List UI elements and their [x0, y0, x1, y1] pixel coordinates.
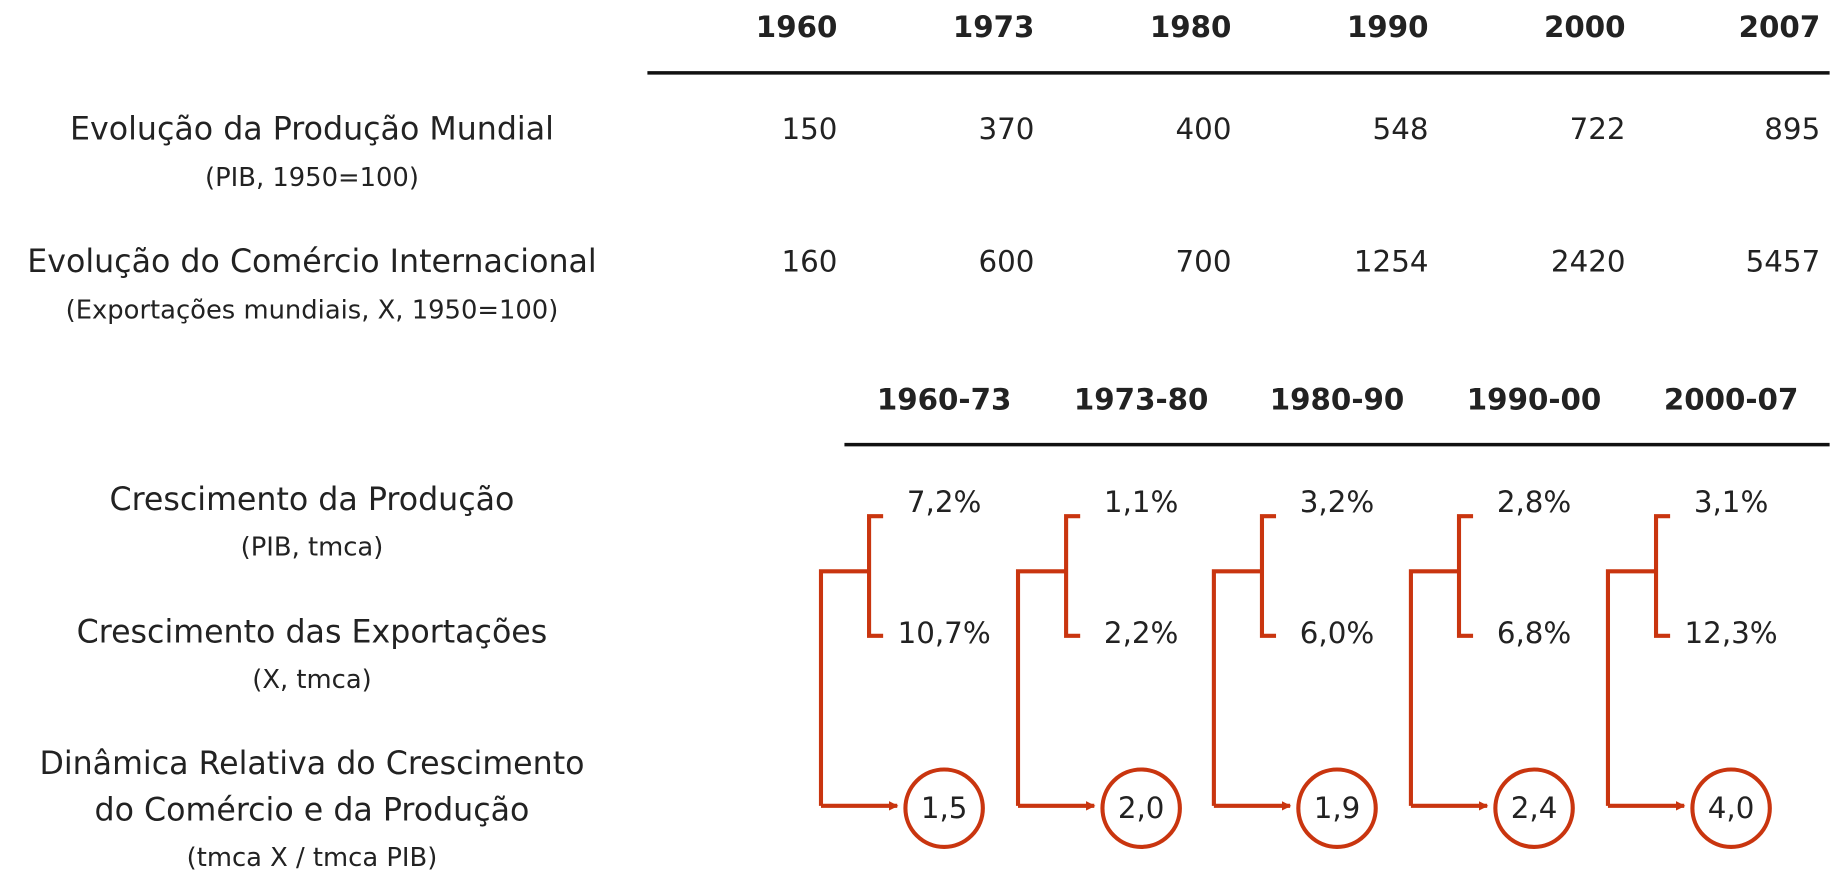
column-header: 2000-07 — [1664, 383, 1799, 417]
column-header: 1980 — [1150, 10, 1232, 44]
cell: 600 — [978, 244, 1034, 278]
cell: 400 — [1176, 112, 1232, 146]
cell: 895 — [1764, 112, 1820, 146]
cell: 160 — [781, 244, 837, 278]
row-label: Evolução da Produção Mundial — [70, 111, 554, 147]
cell: 2,8% — [1497, 485, 1571, 519]
ratio-circle — [1100, 767, 1182, 849]
column-header: 2007 — [1739, 10, 1821, 44]
cell: 548 — [1373, 112, 1429, 146]
bracket — [1211, 514, 1277, 806]
cell: 2,2% — [1104, 616, 1178, 650]
cell: 5457 — [1746, 244, 1821, 278]
column-header: 1973-80 — [1074, 383, 1209, 417]
bracket — [818, 514, 884, 806]
row-label: Evolução do Comércio Internacional — [27, 244, 597, 280]
bracket — [1408, 514, 1474, 806]
bracket — [1605, 514, 1671, 806]
row-sublabel: (X, tmca) — [252, 665, 371, 695]
column-header: 1980-90 — [1270, 383, 1405, 417]
cell: 6,8% — [1497, 616, 1571, 650]
column-header: 1990-00 — [1467, 383, 1602, 417]
column-header: 2000 — [1544, 10, 1626, 44]
cell: 3,1% — [1694, 485, 1768, 519]
bracket — [1015, 514, 1081, 806]
cell: 370 — [978, 112, 1034, 146]
cell: 722 — [1570, 112, 1626, 146]
cell: 3,2% — [1300, 485, 1374, 519]
ratio-value: 2,4 — [1511, 791, 1558, 825]
column-header: 1960-73 — [877, 383, 1012, 417]
cell: 1254 — [1354, 244, 1429, 278]
ratio-circle — [1296, 767, 1378, 849]
row-sublabel: (Exportações mundiais, X, 1950=100) — [66, 295, 559, 325]
cell: 150 — [781, 112, 837, 146]
row-label: do Comércio e da Produção — [95, 793, 530, 829]
cell: 7,2% — [907, 485, 981, 519]
ratio-circle — [1493, 767, 1575, 849]
cell: 10,7% — [898, 616, 991, 650]
cell: 2420 — [1551, 244, 1626, 278]
ratio-circle — [903, 767, 985, 849]
row-label: Dinâmica Relativa do Crescimento — [39, 746, 584, 782]
column-header: 1960 — [756, 10, 838, 44]
ratio-value: 1,5 — [921, 791, 968, 825]
row-sublabel: (PIB, 1950=100) — [205, 163, 419, 193]
cell: 6,0% — [1300, 616, 1374, 650]
cell: 1,1% — [1104, 485, 1178, 519]
cell: 12,3% — [1685, 616, 1778, 650]
cell: 700 — [1176, 244, 1232, 278]
row-label: Crescimento das Exportações — [77, 614, 548, 650]
ratio-value: 1,9 — [1314, 791, 1361, 825]
row-sublabel: (PIB, tmca) — [241, 532, 384, 562]
row-sublabel: (tmca X / tmca PIB) — [187, 843, 438, 873]
ratio-circle — [1690, 767, 1772, 849]
row-label: Crescimento da Produção — [110, 482, 515, 518]
column-header: 1973 — [953, 10, 1035, 44]
column-header: 1990 — [1347, 10, 1429, 44]
ratio-value: 4,0 — [1708, 791, 1755, 825]
ratio-value: 2,0 — [1118, 791, 1165, 825]
